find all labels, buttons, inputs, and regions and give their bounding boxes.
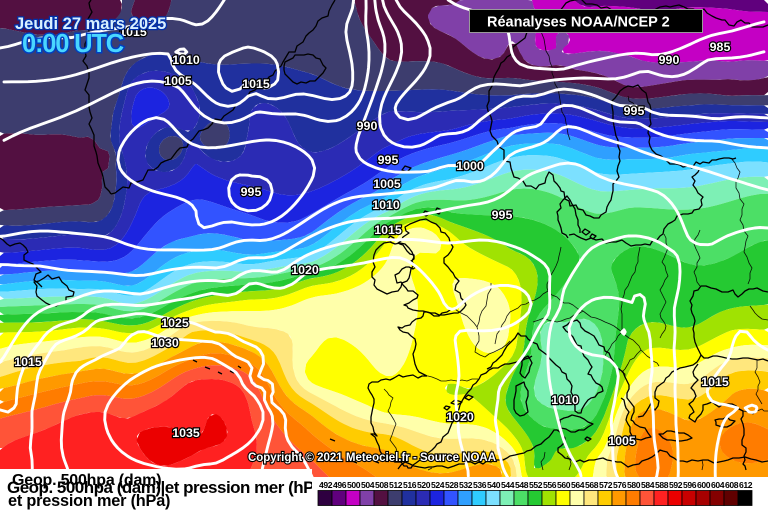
svg-text:612: 612 [739, 480, 753, 490]
svg-text:508: 508 [375, 480, 389, 490]
svg-text:1020: 1020 [446, 410, 474, 424]
svg-text:544: 544 [501, 480, 515, 490]
svg-text:Réanalyses NOAA/NCEP 2: Réanalyses NOAA/NCEP 2 [487, 15, 670, 31]
svg-text:524: 524 [431, 480, 445, 490]
svg-text:576: 576 [613, 480, 627, 490]
svg-text:1020: 1020 [291, 263, 319, 277]
svg-text:Jeudi 27 mars 2025: Jeudi 27 mars 2025 [15, 15, 166, 33]
svg-text:1015: 1015 [14, 355, 42, 369]
svg-text:1005: 1005 [373, 177, 401, 191]
svg-text:1015: 1015 [119, 25, 147, 39]
svg-text:552: 552 [529, 480, 543, 490]
svg-text:1000: 1000 [456, 159, 484, 173]
svg-text:995: 995 [624, 104, 645, 118]
svg-text:556: 556 [543, 480, 557, 490]
svg-text:1015: 1015 [374, 223, 402, 237]
svg-text:Geop. 500hpa (dam): Geop. 500hpa (dam) [12, 472, 161, 489]
svg-text:596: 596 [683, 480, 697, 490]
svg-text:1015: 1015 [701, 375, 729, 389]
svg-text:564: 564 [571, 480, 585, 490]
svg-text:1005: 1005 [164, 74, 192, 88]
svg-text:608: 608 [725, 480, 739, 490]
svg-text:604: 604 [711, 480, 725, 490]
svg-text:1025: 1025 [161, 316, 189, 330]
svg-text:1030: 1030 [151, 336, 179, 350]
svg-text:990: 990 [357, 119, 378, 133]
svg-text:995: 995 [492, 208, 513, 222]
svg-text:1005: 1005 [608, 434, 636, 448]
svg-text:568: 568 [585, 480, 599, 490]
svg-text:520: 520 [417, 480, 431, 490]
svg-text:995: 995 [241, 185, 262, 199]
svg-text:500: 500 [347, 480, 361, 490]
svg-text:516: 516 [403, 480, 417, 490]
svg-text:572: 572 [599, 480, 613, 490]
svg-text:et pression mer (hPa): et pression mer (hPa) [8, 492, 170, 510]
svg-text:496: 496 [333, 480, 347, 490]
svg-text:1010: 1010 [372, 198, 400, 212]
svg-text:600: 600 [697, 480, 711, 490]
svg-text:548: 548 [515, 480, 529, 490]
svg-text:0:00 UTC: 0:00 UTC [22, 30, 124, 58]
svg-text:1010: 1010 [172, 53, 200, 67]
svg-text:985: 985 [710, 40, 731, 54]
svg-text:1035: 1035 [172, 426, 200, 440]
svg-text:1010: 1010 [551, 393, 579, 407]
svg-text:584: 584 [641, 480, 655, 490]
svg-text:536: 536 [473, 480, 487, 490]
svg-text:540: 540 [487, 480, 501, 490]
svg-text:504: 504 [361, 480, 375, 490]
svg-text:592: 592 [669, 480, 683, 490]
svg-text:580: 580 [627, 480, 641, 490]
svg-text:528: 528 [445, 480, 459, 490]
svg-text:492: 492 [319, 480, 333, 490]
svg-text:560: 560 [557, 480, 571, 490]
svg-text:588: 588 [655, 480, 669, 490]
svg-text:532: 532 [459, 480, 473, 490]
svg-text:512: 512 [389, 480, 403, 490]
svg-text:995: 995 [378, 153, 399, 167]
svg-text:1015: 1015 [242, 77, 270, 91]
svg-text:Copyright © 2021 Meteociel.fr: Copyright © 2021 Meteociel.fr - Source N… [248, 452, 496, 464]
svg-text:990: 990 [659, 53, 680, 67]
svg-text:Geop. 500hpa (dam)|et pression: Geop. 500hpa (dam)|et pression mer (hPa) [7, 478, 328, 497]
